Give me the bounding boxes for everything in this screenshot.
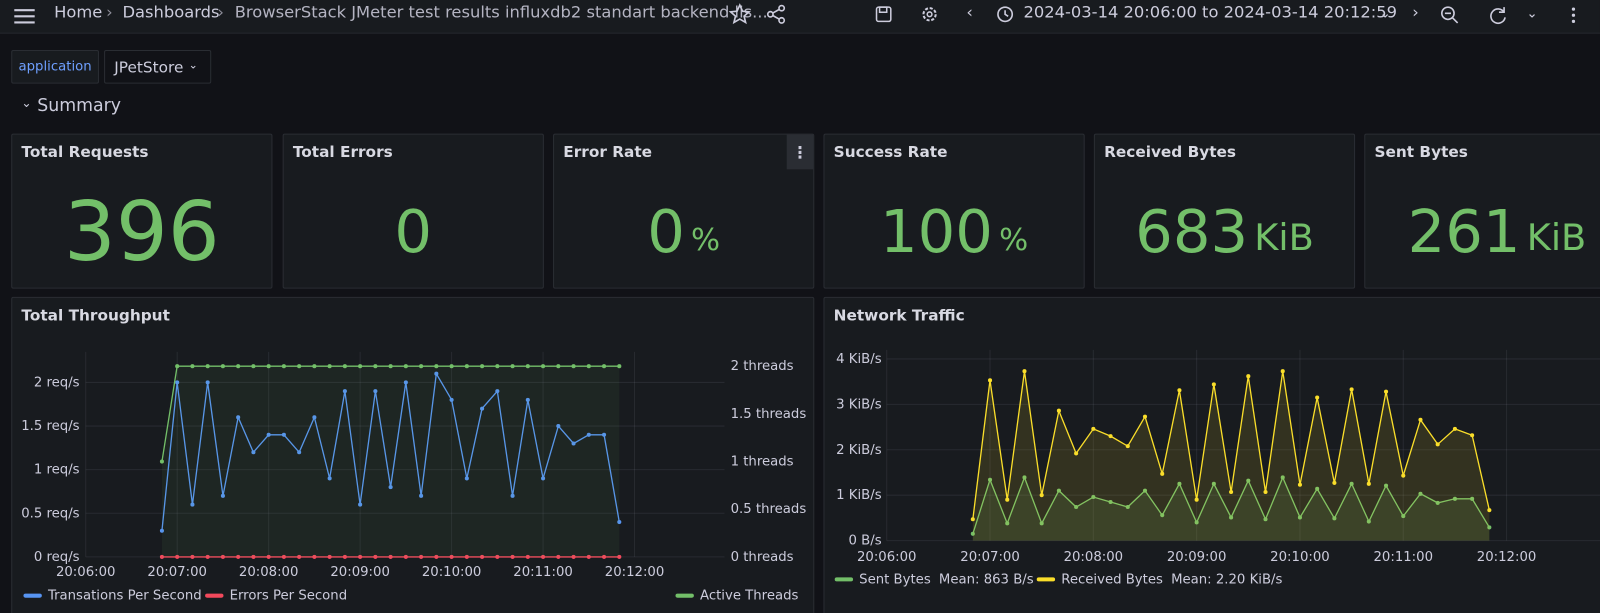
stat-value: 100 [879, 196, 993, 267]
breadcrumb-sep: › [106, 2, 113, 22]
stat-value: 0 [394, 196, 433, 267]
panel-title: Total Errors [292, 142, 393, 162]
variable-label: application [11, 49, 99, 84]
panel: Total Throughput [11, 296, 815, 613]
kebab-icon[interactable] [1565, 4, 1581, 26]
stat-value-box: 0% [554, 175, 813, 287]
stat-value-box: 0 [284, 175, 543, 287]
panel-title: Received Bytes [1104, 142, 1237, 162]
save-icon[interactable] [873, 4, 893, 24]
breadcrumb-sep: › [217, 2, 224, 22]
stat-panel: Received Bytes 683 KiB [1093, 133, 1356, 289]
stat-unit: KiB [1526, 216, 1587, 259]
time-range[interactable]: 2024-03-14 20:06:00 to 2024-03-14 20:12:… [1023, 2, 1398, 22]
top-bar: Home › Dashboards › BrowserStack JMeter … [0, 0, 1600, 34]
stat-panel: Success Rate 100% [823, 133, 1085, 289]
select-caret: ⌄ [188, 58, 198, 72]
stat-value-box: 683 KiB [1095, 175, 1354, 287]
stat-unit: % [691, 221, 721, 258]
panel-title: Sent Bytes [1374, 142, 1468, 162]
panel-title: Error Rate [563, 142, 653, 162]
stat-panel: Total Requests 396 [11, 133, 273, 289]
time-dropdown[interactable]: ⌄ [1379, 6, 1391, 22]
dashboard-title: BrowserStack JMeter test results influxd… [234, 2, 768, 22]
panel-menu[interactable]: ⋮ [786, 134, 814, 170]
stat-value: 396 [63, 184, 220, 279]
variable-value: JPetStore [114, 57, 184, 76]
stat-unit: KiB [1254, 216, 1314, 259]
stat-panel: Error Rate 0% ⋮ [553, 133, 815, 289]
stat-value: 261 [1407, 196, 1521, 267]
breadcrumb-home[interactable]: Home [54, 2, 103, 22]
panel-title: Network Traffic [833, 306, 965, 325]
panel-title: Success Rate [833, 142, 948, 162]
panel-title: Total Requests [21, 142, 149, 162]
clock-icon [997, 6, 1014, 23]
time-back[interactable]: ‹ [966, 2, 973, 22]
share-icon[interactable] [765, 3, 787, 25]
stat-value-box: 261 KiB [1365, 175, 1600, 287]
panel: Network Traffic [823, 296, 1600, 613]
refresh-dropdown[interactable]: ⌄ [1526, 6, 1538, 22]
row-header[interactable]: ⌄ Summary [21, 96, 121, 116]
star-icon[interactable] [728, 3, 751, 25]
stat-panel: Total Errors 0 [282, 133, 544, 289]
breadcrumb-dashboards[interactable]: Dashboards [122, 2, 220, 22]
stat-value-box: 396 [12, 175, 271, 287]
stat-panel: Sent Bytes 261 KiB [1364, 133, 1600, 289]
variable-select[interactable]: JPetStore ⌄ [104, 49, 212, 84]
row-caret: ⌄ [21, 95, 32, 111]
settings-icon[interactable] [919, 4, 939, 24]
panel-title: Total Throughput [21, 306, 170, 325]
refresh-icon[interactable] [1487, 4, 1509, 26]
time-forward[interactable]: › [1412, 2, 1419, 22]
stat-value: 0 [647, 196, 685, 267]
stat-value: 683 [1135, 196, 1249, 267]
zoom-out-icon[interactable] [1439, 4, 1461, 26]
stat-value-box: 100% [824, 175, 1083, 287]
menu-icon[interactable] [12, 4, 36, 28]
row-title: Summary [37, 95, 122, 117]
stat-unit: % [999, 221, 1029, 258]
